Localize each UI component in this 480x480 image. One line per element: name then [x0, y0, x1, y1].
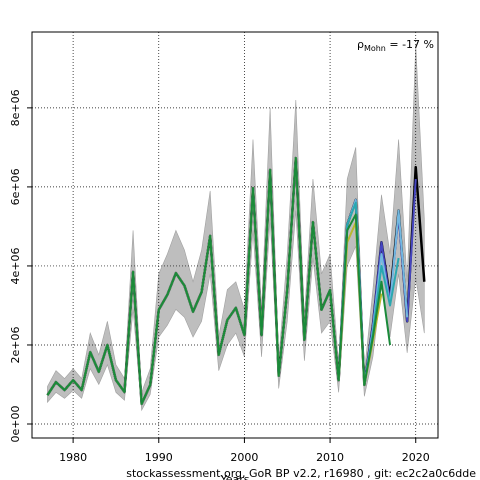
plot-frame: [31, 31, 439, 439]
confidence-band: [47, 44, 425, 412]
y-tick-label: 6e+06: [9, 168, 22, 205]
mohn-rho: ρMohn = -17 %: [357, 38, 434, 53]
x-tick-label: 2010: [316, 451, 344, 464]
annotation-symbol: ρ: [357, 38, 364, 51]
annotation-subscript: Mohn: [364, 44, 386, 53]
y-tick-label: 8e+06: [9, 89, 22, 126]
y-tick-label: 4e+06: [9, 247, 22, 284]
series-line: [46, 157, 392, 405]
y-tick-label: 2e+06: [9, 326, 22, 363]
x-tick-label: 2020: [402, 451, 430, 464]
x-tick-label: 1980: [59, 451, 87, 464]
x-tick-label: 2000: [230, 451, 258, 464]
annotation-text: = -17 %: [386, 38, 434, 51]
y-tick-label: 0e+00: [9, 406, 22, 443]
x-tick-label: 1990: [145, 451, 173, 464]
footer: stockassessment.org, GoR BP v2.2, r16980…: [126, 467, 476, 480]
x-axis-label: Years: [219, 473, 249, 480]
